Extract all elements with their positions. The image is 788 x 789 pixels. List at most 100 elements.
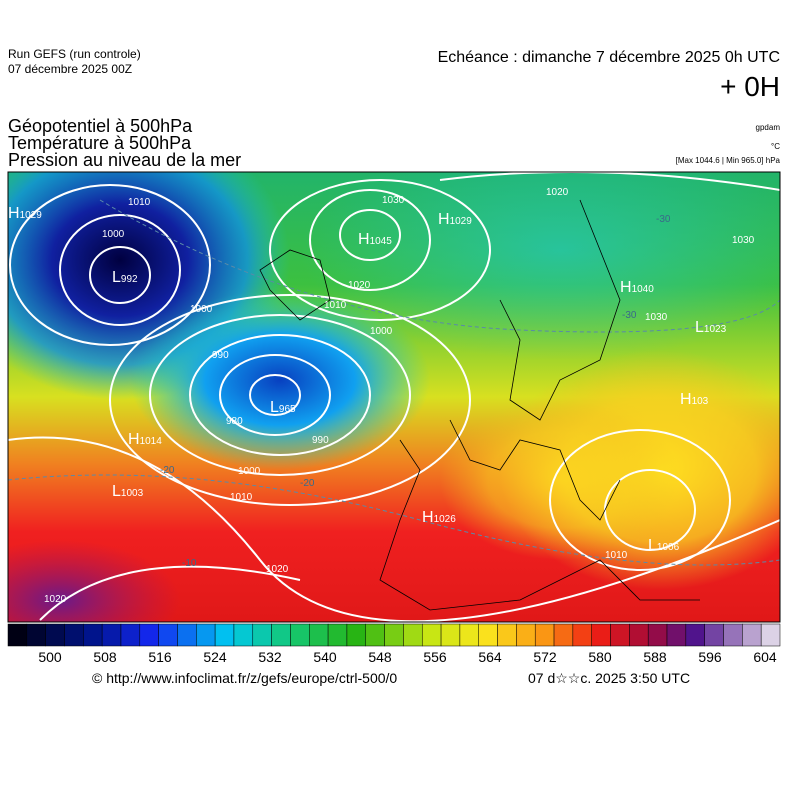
colorbar-cell <box>139 623 159 647</box>
isotherm-label: -10 <box>182 558 197 569</box>
isobar-label: 1000 <box>370 326 393 337</box>
field: Géopotentiel à 500hPa <box>8 116 193 136</box>
colorbar-tick-label: 524 <box>203 649 227 665</box>
colorbar-cell <box>101 623 122 647</box>
colorbar-cell <box>516 623 536 647</box>
center: H1026 <box>422 509 456 526</box>
isobar-label: 1010 <box>230 492 253 503</box>
colorbar-cell <box>214 623 235 647</box>
colorbar-ticks: 500 508 516 524 532 540 548 556 564 572 580 588 596 6… <box>38 649 777 665</box>
colorbar-tick-label: 508 <box>93 649 117 665</box>
colorbar-cell <box>177 623 197 647</box>
run: Run GEFS (run controle) <box>8 47 141 61</box>
colorbar-tick-label: 500 <box>38 649 62 665</box>
colorbar-cell <box>158 623 178 647</box>
center: H1029 <box>438 211 472 228</box>
isotherm-label: -30 <box>656 214 671 225</box>
colorbar-tick-label: 588 <box>643 649 667 665</box>
pressure-centers: H1029 L992 H1045 H1029 H1040 L1023 H103 … <box>8 205 727 554</box>
center: L1003 <box>112 483 144 500</box>
colorbar-tick-label: 564 <box>478 649 502 665</box>
colorbar-cell <box>421 623 442 647</box>
colorbar-tick-label: 516 <box>148 649 172 665</box>
colorbar-cell <box>290 623 310 647</box>
isobar-label: 1010 <box>605 550 628 561</box>
isobar-label: 1020 <box>546 187 569 198</box>
isobar-label: 1020 <box>348 280 371 291</box>
colorbar-cell <box>629 623 649 647</box>
colorbar-cell <box>760 623 781 647</box>
isobar-label: 1030 <box>382 195 405 206</box>
center: H1040 <box>620 279 654 296</box>
isotherm-label: -20 <box>160 465 175 476</box>
field: Pression au niveau de la mer <box>8 150 241 170</box>
colorbar-tick-label: 556 <box>423 649 447 665</box>
colorbar-cell <box>120 623 141 647</box>
colorbar-cell <box>723 623 743 647</box>
colorbar-cell <box>64 623 84 647</box>
colorbar-cell <box>591 623 611 647</box>
colorbar-cell <box>327 623 348 647</box>
colorbar-cell <box>309 623 329 647</box>
center: L965 <box>270 399 296 416</box>
colorbar-tick-label: 596 <box>698 649 722 665</box>
colorbar-tick-label: 548 <box>368 649 392 665</box>
colorbar-tick-label: 572 <box>533 649 557 665</box>
isotherms <box>8 199 780 566</box>
isobar-labels: 1010 1000 1030 1020 1030 1010 1000 1020 … <box>44 187 755 605</box>
colorbar-cell <box>478 623 498 647</box>
colorbar-cell <box>440 623 461 647</box>
center: H103 <box>680 391 709 408</box>
unit: °C <box>771 142 780 151</box>
unit: [Max 1044.6 | Min 965.0] hPa <box>676 156 781 165</box>
isobar-label: 1020 <box>266 564 289 575</box>
isobar-label: 1010 <box>128 197 151 208</box>
valid-time: Echéance : dimanche 7 décembre 2025 0h U… <box>438 49 780 66</box>
isobar-label: 980 <box>226 416 243 427</box>
isobar-label: 1000 <box>190 304 213 315</box>
center: L992 <box>112 269 138 286</box>
colorbar-cell <box>346 623 367 647</box>
colorbar-cell <box>685 623 705 647</box>
colorbar-cell <box>572 623 592 647</box>
colorbar-cell <box>647 623 668 647</box>
unit: gpdam <box>756 123 781 132</box>
center: H1029 <box>8 205 42 222</box>
field: Température à 500hPa <box>8 133 192 153</box>
coastlines <box>259 199 700 611</box>
center: L1023 <box>695 319 727 336</box>
colorbar-cell <box>403 623 423 647</box>
colorbar-cell <box>7 623 28 647</box>
isotherm-labels: -20 -30 -20 -10 -30 <box>160 214 671 569</box>
colorbar-cell <box>271 623 291 647</box>
map-frame <box>7 171 781 623</box>
isobar-label: 1030 <box>732 235 755 246</box>
colorbar-cell <box>252 623 272 647</box>
center: H1045 <box>358 231 392 248</box>
colorbar-cell <box>534 623 555 647</box>
colorbar-cell <box>196 623 216 647</box>
colorbar-tick-label: 604 <box>753 649 777 665</box>
isobar-label: 1030 <box>645 312 668 323</box>
colorbar-cell <box>384 623 404 647</box>
generated: 07 d☆☆c. 2025 3:50 UTC <box>528 670 690 686</box>
isotherm-label: -30 <box>622 310 637 321</box>
isobar-label: 1000 <box>238 466 261 477</box>
center: L1006 <box>648 537 680 554</box>
colorbar-cell <box>666 623 687 647</box>
colorbar-cell <box>497 623 517 647</box>
isobars <box>8 172 780 622</box>
isobar-label: 990 <box>212 350 229 361</box>
isotherm-label: -20 <box>300 478 315 489</box>
source: © http://www.infoclimat.fr/z/gefs/europe… <box>92 670 397 686</box>
colorbar-tick-label: 532 <box>258 649 282 665</box>
isobar-label: 1010 <box>324 300 347 311</box>
colorbar-cell <box>610 623 630 647</box>
colorbar-cell <box>365 623 385 647</box>
colorbar-cell <box>553 623 574 647</box>
colorbar-cell <box>459 623 479 647</box>
lead-time: + 0H <box>720 71 780 102</box>
colorbar-cell <box>742 623 762 647</box>
